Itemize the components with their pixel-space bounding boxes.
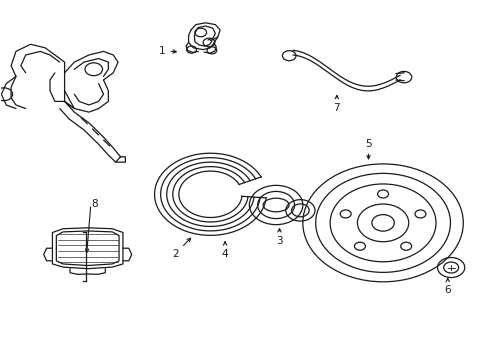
Text: 7: 7: [333, 95, 340, 113]
Text: 8: 8: [91, 199, 98, 209]
Text: 6: 6: [444, 278, 450, 296]
Text: 5: 5: [365, 139, 371, 159]
Text: 3: 3: [276, 229, 282, 247]
Text: 2: 2: [172, 238, 190, 258]
Text: 1: 1: [159, 46, 176, 56]
Text: 4: 4: [221, 242, 228, 258]
